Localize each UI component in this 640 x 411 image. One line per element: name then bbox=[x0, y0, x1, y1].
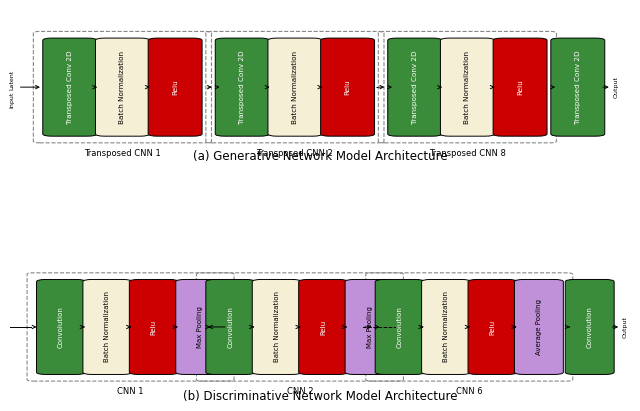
FancyBboxPatch shape bbox=[551, 38, 605, 136]
FancyBboxPatch shape bbox=[206, 279, 255, 374]
Text: Max Pooling: Max Pooling bbox=[367, 306, 372, 348]
FancyBboxPatch shape bbox=[95, 38, 149, 136]
FancyBboxPatch shape bbox=[440, 38, 494, 136]
FancyBboxPatch shape bbox=[176, 279, 225, 374]
FancyBboxPatch shape bbox=[215, 38, 269, 136]
Text: Average Pooling: Average Pooling bbox=[536, 299, 542, 355]
Text: Transposed Conv 2D: Transposed Conv 2D bbox=[67, 50, 73, 124]
FancyBboxPatch shape bbox=[388, 38, 442, 136]
Text: Latent: Latent bbox=[9, 69, 14, 90]
FancyBboxPatch shape bbox=[129, 279, 179, 374]
Text: CNN 2: CNN 2 bbox=[287, 388, 313, 397]
Text: Relu: Relu bbox=[172, 79, 178, 95]
FancyBboxPatch shape bbox=[422, 279, 470, 374]
Text: Transposed CNN 2: Transposed CNN 2 bbox=[257, 149, 333, 158]
Text: Max Pooling: Max Pooling bbox=[197, 306, 204, 348]
Text: CNN 6: CNN 6 bbox=[456, 388, 483, 397]
Text: Convolution: Convolution bbox=[227, 306, 234, 348]
Text: Transposed CNN 8: Transposed CNN 8 bbox=[429, 149, 506, 158]
Text: Batch Normalization: Batch Normalization bbox=[292, 51, 298, 124]
Text: Batch Normalization: Batch Normalization bbox=[443, 291, 449, 363]
Text: Relu: Relu bbox=[320, 319, 326, 335]
FancyBboxPatch shape bbox=[148, 38, 202, 136]
Text: Transposed Conv 2D: Transposed Conv 2D bbox=[239, 50, 245, 124]
Text: Convolution: Convolution bbox=[397, 306, 403, 348]
Text: Output: Output bbox=[623, 316, 628, 338]
Text: Batch Normalization: Batch Normalization bbox=[104, 291, 110, 363]
FancyBboxPatch shape bbox=[515, 279, 563, 374]
Text: (a) Generative Network Model Architecture: (a) Generative Network Model Architectur… bbox=[193, 150, 447, 163]
FancyBboxPatch shape bbox=[321, 38, 374, 136]
Text: Relu: Relu bbox=[490, 319, 495, 335]
FancyBboxPatch shape bbox=[83, 279, 132, 374]
Text: Transposed Conv 2D: Transposed Conv 2D bbox=[412, 50, 418, 124]
Text: Relu: Relu bbox=[344, 79, 351, 95]
Text: Transposed CNN 1: Transposed CNN 1 bbox=[84, 149, 161, 158]
Text: Input: Input bbox=[9, 91, 14, 108]
Text: Batch Normalization: Batch Normalization bbox=[465, 51, 470, 124]
Text: Relu: Relu bbox=[151, 319, 157, 335]
FancyBboxPatch shape bbox=[493, 38, 547, 136]
Text: (b) Discriminative Network Model Architecture: (b) Discriminative Network Model Archite… bbox=[183, 390, 457, 403]
FancyBboxPatch shape bbox=[252, 279, 301, 374]
FancyBboxPatch shape bbox=[565, 279, 614, 374]
FancyBboxPatch shape bbox=[43, 38, 97, 136]
FancyBboxPatch shape bbox=[299, 279, 348, 374]
FancyBboxPatch shape bbox=[268, 38, 322, 136]
FancyBboxPatch shape bbox=[345, 279, 394, 374]
Text: Relu: Relu bbox=[517, 79, 523, 95]
Text: Convolution: Convolution bbox=[587, 306, 593, 348]
Text: Convolution: Convolution bbox=[58, 306, 64, 348]
FancyBboxPatch shape bbox=[375, 279, 424, 374]
Text: Output: Output bbox=[614, 76, 618, 98]
Text: Batch Normalization: Batch Normalization bbox=[274, 291, 280, 363]
Text: Transposed Conv 2D: Transposed Conv 2D bbox=[575, 50, 580, 124]
FancyBboxPatch shape bbox=[468, 279, 517, 374]
FancyBboxPatch shape bbox=[36, 279, 85, 374]
Text: Batch Normalization: Batch Normalization bbox=[120, 51, 125, 124]
Text: CNN 1: CNN 1 bbox=[117, 388, 144, 397]
